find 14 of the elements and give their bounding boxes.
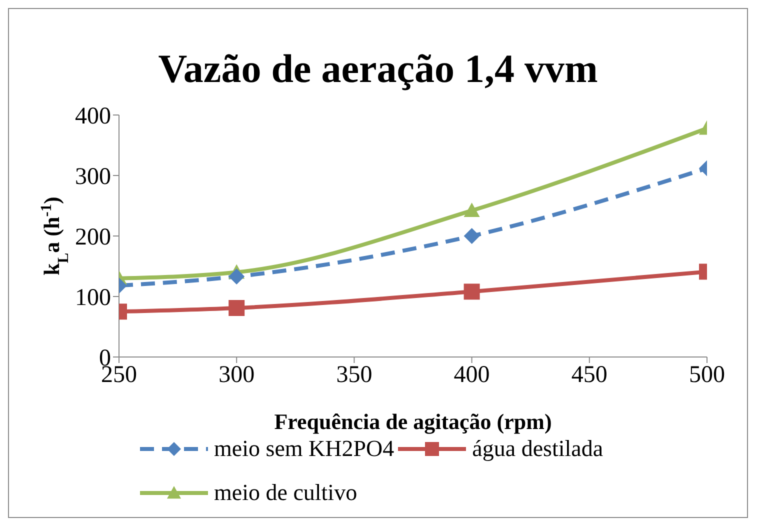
x-tick-label: 500 xyxy=(689,362,725,388)
legend-label: meio sem KH2PO4 xyxy=(214,436,394,462)
chart-title: Vazão de aeração 1,4 vvm xyxy=(157,45,599,93)
x-tick-label: 450 xyxy=(571,362,608,388)
x-axis-title: Frequência de agitação (rpm) xyxy=(274,409,552,434)
x-tick-label: 300 xyxy=(218,362,255,388)
y-tick-label: 200 xyxy=(75,224,111,251)
legend-label: meio de cultivo xyxy=(214,480,358,506)
legend-label: água destilada xyxy=(472,436,604,462)
y-tick-label: 400 xyxy=(75,104,111,130)
y-tick-label: 300 xyxy=(75,164,111,190)
x-tick-label: 350 xyxy=(336,362,372,388)
y-tick-label: 100 xyxy=(75,285,111,312)
x-tick-label: 400 xyxy=(454,362,490,388)
